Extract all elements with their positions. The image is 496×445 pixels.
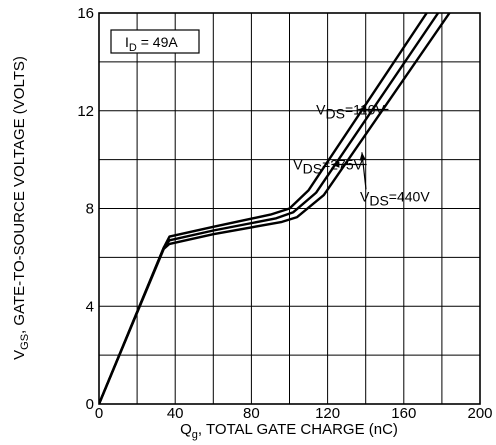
series-line-3	[99, 13, 451, 404]
x-axis-ticks: 0 40 80 120 160 200	[95, 405, 493, 422]
series-annotation-2: VDS=275V	[293, 157, 367, 177]
series-annotation-3: VDS=440V	[359, 152, 430, 208]
plot-frame	[98, 12, 481, 405]
series-label: VDS=440V	[360, 188, 430, 208]
x-tick-label: 40	[167, 405, 184, 422]
series-annotations: VDS=110V VDS=275V VDS=440V	[293, 102, 430, 209]
arrow-head	[358, 106, 367, 113]
y-tick-label: 8	[86, 201, 94, 218]
arrow-head	[331, 161, 340, 168]
series-label: VDS=110V	[316, 102, 385, 122]
series-annotation-1: VDS=110V	[316, 102, 389, 122]
series-line-2	[99, 13, 440, 404]
arrow-head	[359, 152, 366, 161]
x-tick-label: 160	[391, 405, 416, 422]
series-layer	[99, 13, 451, 404]
x-tick-label: 120	[315, 405, 340, 422]
x-tick-label: 80	[243, 405, 260, 422]
y-tick-label: 16	[77, 5, 94, 22]
x-tick-label: 200	[467, 405, 492, 422]
x-axis-label: Qg, TOTAL GATE CHARGE (nC)	[180, 421, 398, 441]
y-axis-label: VGS, GATE-TO-SOURCE VOLTAGE (VOLTS)	[11, 56, 31, 360]
legend-label: ID = 49A	[125, 34, 178, 54]
x-tick-label: 0	[95, 405, 103, 422]
legend-box: ID = 49A	[110, 29, 200, 54]
y-axis-ticks: 0 4 8 12 16	[77, 5, 94, 413]
y-tick-label: 12	[77, 103, 94, 120]
y-tick-label: 0	[86, 396, 94, 413]
y-tick-label: 4	[86, 298, 94, 315]
